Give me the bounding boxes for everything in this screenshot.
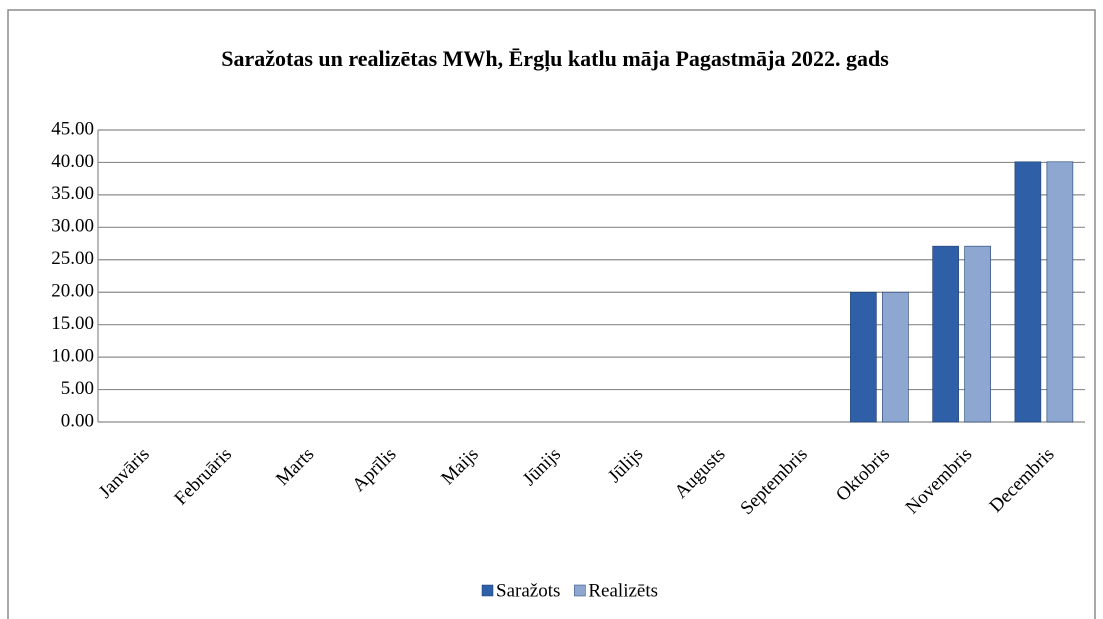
y-tick-label: 35.00 [51, 183, 94, 204]
bar [1046, 161, 1074, 423]
x-tick-label: Janvāris [95, 444, 154, 503]
x-tick-label: Decembris [985, 444, 1058, 517]
legend-label: Realizēts [588, 580, 658, 601]
chart-title: Saražotas un realizētas MWh, Ērgļu katlu… [221, 46, 889, 71]
legend-swatch [574, 584, 586, 597]
bar [964, 245, 991, 423]
x-tick-label: Oktobris [832, 444, 894, 506]
y-tick-label: 25.00 [51, 248, 94, 269]
y-tick-label: 5.00 [61, 378, 94, 399]
x-tick-label: Marts [272, 444, 318, 490]
y-tick-label: 15.00 [51, 313, 94, 334]
legend-swatch [481, 584, 494, 597]
x-tick-label: Septembris [736, 444, 811, 519]
legend-label: Saražots [496, 580, 560, 601]
x-tick-label: Augusts [671, 444, 730, 503]
x-tick-label: Jūnijs [519, 444, 565, 490]
y-tick-label: 40.00 [51, 151, 94, 172]
y-tick-label: 45.00 [51, 118, 94, 139]
x-tick-label: Februāris [170, 444, 236, 510]
x-tick-label: Maijs [437, 444, 482, 489]
bar [850, 291, 877, 423]
x-tick-label: Jūlijs [604, 444, 647, 487]
bar [932, 245, 959, 423]
y-tick-label: 0.00 [61, 410, 94, 431]
y-tick-label: 20.00 [51, 281, 94, 302]
bar [882, 291, 909, 423]
x-tick-label: Aprīlis [348, 444, 400, 496]
bar [1014, 161, 1042, 423]
y-tick-label: 10.00 [51, 345, 94, 366]
y-tick-label: 30.00 [51, 216, 94, 237]
chart-border [7, 9, 1096, 619]
x-tick-label: Novembris [902, 444, 977, 519]
